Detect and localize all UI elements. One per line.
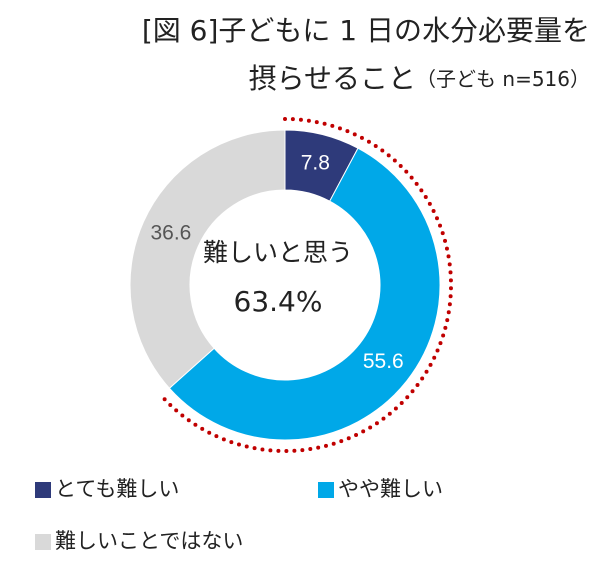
highlight-arc bbox=[159, 117, 453, 453]
center-text: 難しいと思う bbox=[203, 238, 353, 267]
legend-swatch bbox=[35, 534, 51, 550]
chart-title-line: 摂らせること（子ども n=516） bbox=[249, 62, 590, 95]
legend-swatch bbox=[35, 482, 51, 498]
data-label: 55.6 bbox=[363, 350, 404, 373]
legend-swatch bbox=[318, 482, 334, 498]
chart-subtitle: （子ども n=516） bbox=[416, 67, 590, 91]
data-label: 36.6 bbox=[150, 221, 191, 244]
legend-label: やや難しい bbox=[338, 477, 443, 501]
chart-title: 摂らせること bbox=[249, 62, 416, 95]
donut-segment bbox=[129, 129, 286, 389]
legend-label: とても難しい bbox=[55, 477, 179, 501]
legend-label: 難しいことではない bbox=[55, 529, 243, 553]
center-value: 63.4% bbox=[234, 285, 323, 318]
donut-segment bbox=[168, 147, 441, 441]
data-label: 7.8 bbox=[301, 151, 330, 174]
donut bbox=[129, 129, 441, 441]
chart-title: [図 6]子どもに 1 日の水分必要量を bbox=[142, 14, 590, 47]
